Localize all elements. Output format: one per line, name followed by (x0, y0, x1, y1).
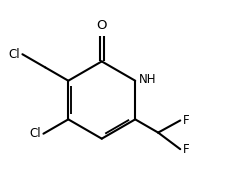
Text: NH: NH (139, 73, 156, 86)
Text: F: F (182, 143, 189, 156)
Text: O: O (96, 19, 106, 32)
Text: Cl: Cl (8, 48, 20, 61)
Text: Cl: Cl (29, 127, 41, 140)
Text: F: F (182, 114, 189, 127)
